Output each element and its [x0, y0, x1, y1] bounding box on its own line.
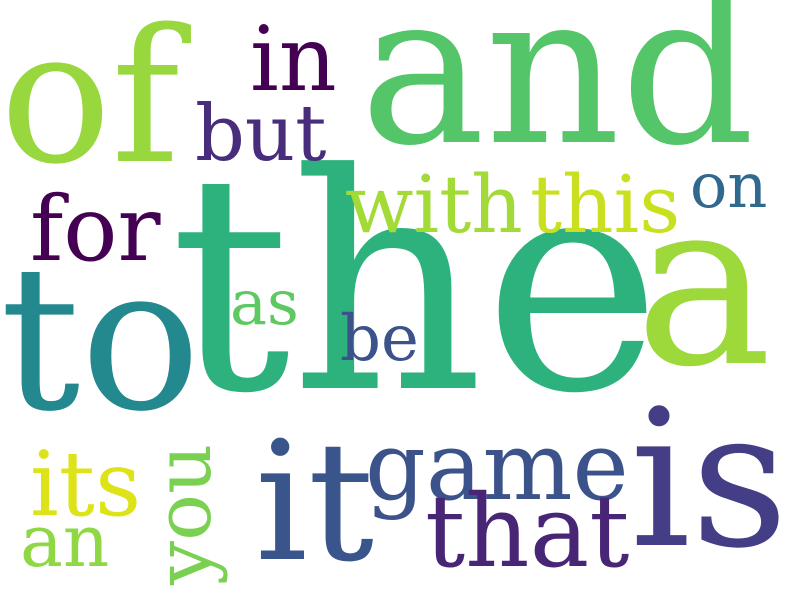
word-be: be [340, 302, 419, 376]
word-to: to [0, 223, 201, 456]
word-with: with [345, 158, 523, 251]
word-and: and [360, 0, 755, 192]
word-the: the [170, 110, 662, 459]
word-in: in [250, 7, 337, 112]
word-that: that [425, 473, 630, 590]
word-on: on [690, 149, 768, 222]
word-for: for [30, 177, 161, 282]
word-game: game [365, 412, 629, 522]
word-a: a [635, 151, 773, 418]
word-as: as [230, 266, 299, 339]
word-its: its [30, 432, 142, 537]
word-is: is [630, 369, 789, 590]
word-this: this [530, 158, 681, 251]
word-but: but [195, 89, 327, 179]
word-an: an [20, 499, 110, 583]
word-of: of [0, 0, 180, 205]
word-you: you [139, 443, 229, 585]
word-it: it [255, 406, 375, 598]
